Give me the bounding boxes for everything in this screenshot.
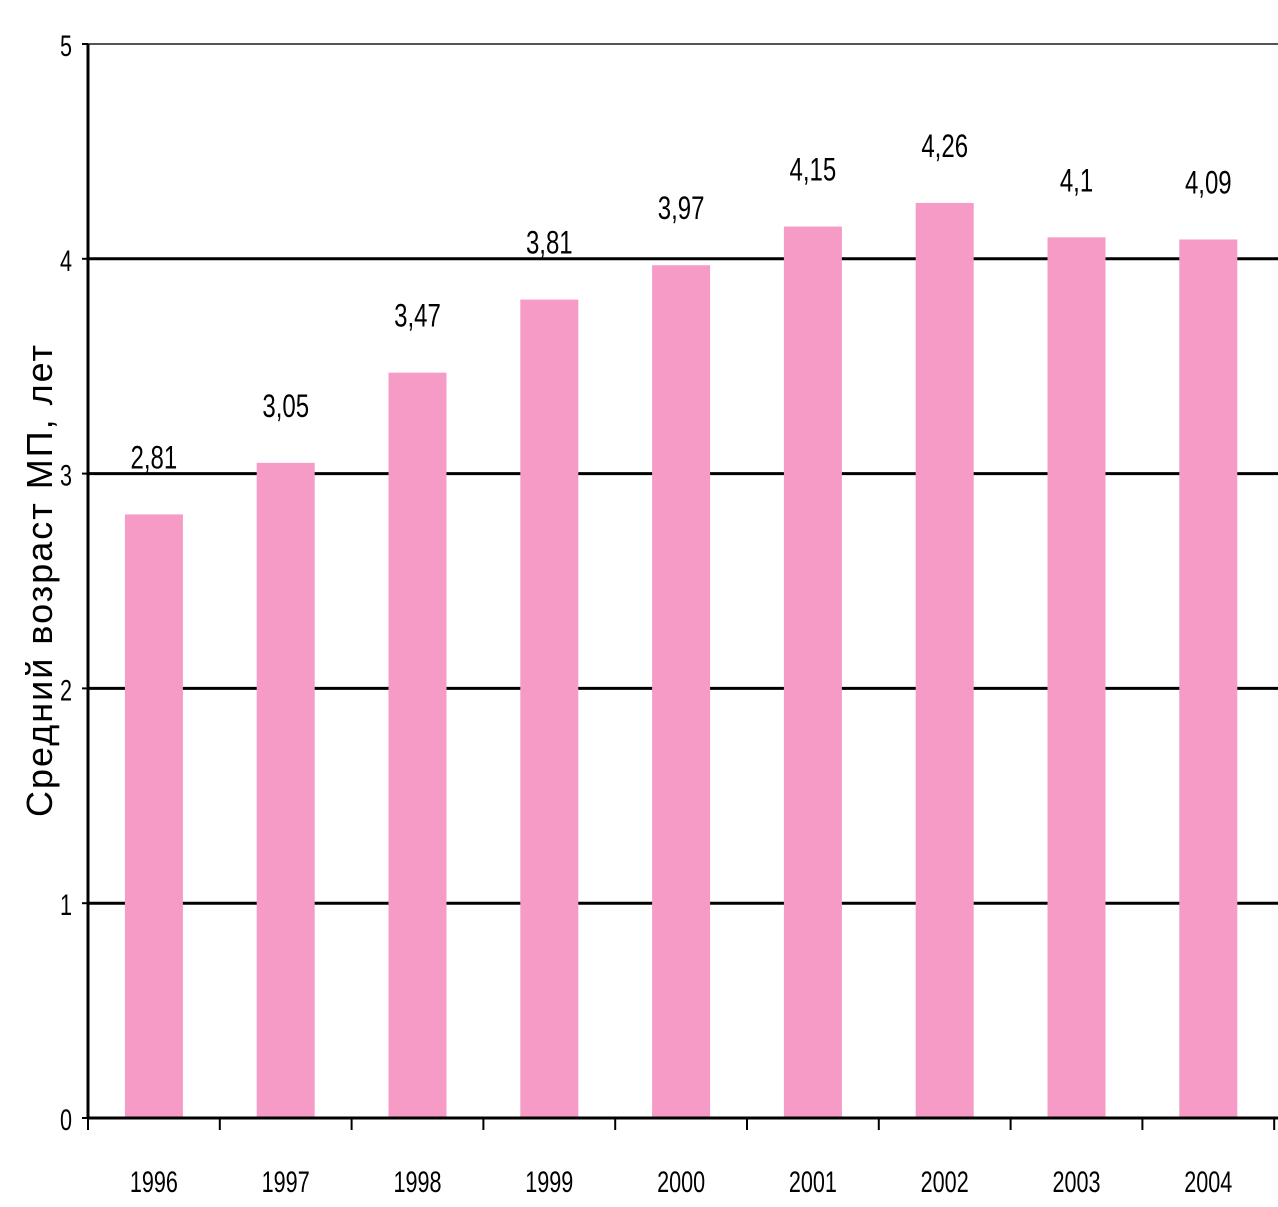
x-tick-label: 2002 [921,1164,969,1198]
data-label: 4,26 [921,128,968,164]
x-tick-label: 2000 [657,1164,705,1198]
x-tick-label: 1997 [262,1164,310,1198]
x-tick-label: 2003 [1052,1164,1100,1198]
bar-2004 [1179,239,1237,1118]
x-tick-label: 1999 [525,1164,573,1198]
bar-2003 [1048,237,1106,1118]
y-tick-label: 0 [60,1102,72,1136]
bar-1998 [389,373,447,1118]
data-label: 4,1 [1060,162,1093,198]
y-tick-label: 5 [60,28,72,62]
bar-1999 [520,300,578,1118]
x-tick-label: 2004 [1184,1164,1232,1198]
x-tick-label: 2001 [789,1164,837,1198]
data-label: 2,81 [131,439,178,475]
x-tick-label: 1998 [393,1164,441,1198]
y-tick-label: 4 [60,243,72,277]
y-tick-label: 1 [60,888,72,922]
y-tick-label: 3 [60,458,72,492]
bar-2002 [916,203,974,1118]
bars [125,203,1237,1118]
bar-1997 [257,463,315,1118]
x-tick-label: 1996 [130,1164,178,1198]
data-label: 3,81 [526,224,573,260]
data-label: 4,15 [790,151,837,187]
bar-2000 [652,265,710,1118]
data-label: 3,97 [658,190,705,226]
bar-1996 [125,514,183,1118]
data-label: 4,09 [1185,164,1232,200]
data-label: 3,05 [262,387,309,423]
data-label: 3,47 [394,297,441,333]
y-tick-label: 2 [60,673,72,707]
bar-2001 [784,227,842,1118]
